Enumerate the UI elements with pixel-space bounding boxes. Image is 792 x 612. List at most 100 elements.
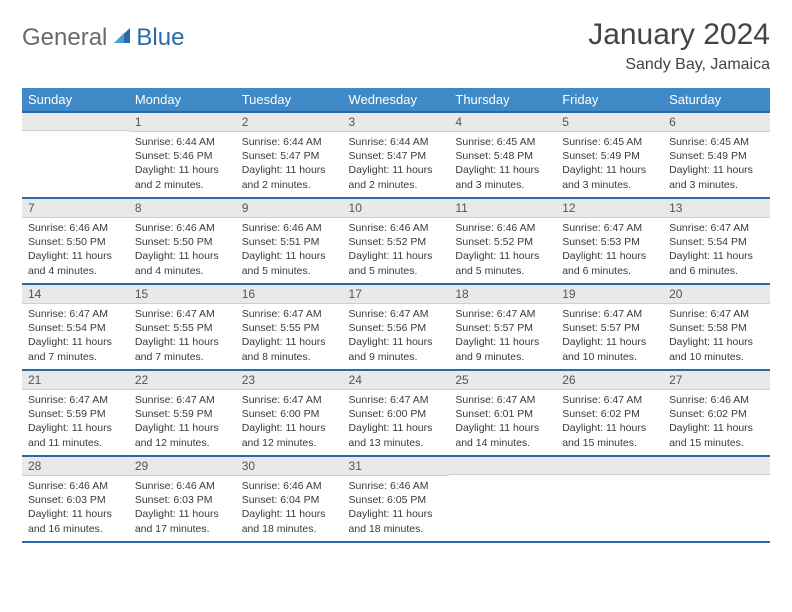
day-number: 12 xyxy=(556,199,663,218)
location-label: Sandy Bay, Jamaica xyxy=(588,56,770,74)
sunrise-line: Sunrise: 6:47 AM xyxy=(669,221,764,235)
sunrise-line: Sunrise: 6:47 AM xyxy=(562,221,657,235)
calendar-day-cell: 18Sunrise: 6:47 AMSunset: 5:57 PMDayligh… xyxy=(449,284,556,370)
day-number: 3 xyxy=(343,113,450,132)
sunset-line: Sunset: 5:50 PM xyxy=(28,235,123,249)
day-content: Sunrise: 6:46 AMSunset: 5:50 PMDaylight:… xyxy=(22,218,129,282)
sunrise-line: Sunrise: 6:44 AM xyxy=(349,135,444,149)
calendar-day-cell: 19Sunrise: 6:47 AMSunset: 5:57 PMDayligh… xyxy=(556,284,663,370)
day-number: 17 xyxy=(343,285,450,304)
day-content: Sunrise: 6:46 AMSunset: 5:51 PMDaylight:… xyxy=(236,218,343,282)
day-content: Sunrise: 6:47 AMSunset: 5:59 PMDaylight:… xyxy=(22,390,129,454)
calendar-table: Sunday Monday Tuesday Wednesday Thursday… xyxy=(22,88,770,543)
sunset-line: Sunset: 5:54 PM xyxy=(28,321,123,335)
weekday-saturday: Saturday xyxy=(663,88,770,112)
day-content: Sunrise: 6:47 AMSunset: 5:58 PMDaylight:… xyxy=(663,304,770,368)
sunrise-line: Sunrise: 6:47 AM xyxy=(28,307,123,321)
day-content: Sunrise: 6:46 AMSunset: 5:52 PMDaylight:… xyxy=(449,218,556,282)
calendar-day-cell: 4Sunrise: 6:45 AMSunset: 5:48 PMDaylight… xyxy=(449,112,556,198)
calendar-day-cell: 11Sunrise: 6:46 AMSunset: 5:52 PMDayligh… xyxy=(449,198,556,284)
sunset-line: Sunset: 5:59 PM xyxy=(135,407,230,421)
calendar-day-cell: 20Sunrise: 6:47 AMSunset: 5:58 PMDayligh… xyxy=(663,284,770,370)
day-content: Sunrise: 6:47 AMSunset: 6:02 PMDaylight:… xyxy=(556,390,663,454)
sunrise-line: Sunrise: 6:47 AM xyxy=(455,393,550,407)
day-content: Sunrise: 6:47 AMSunset: 5:55 PMDaylight:… xyxy=(129,304,236,368)
sunrise-line: Sunrise: 6:47 AM xyxy=(242,307,337,321)
day-content: Sunrise: 6:46 AMSunset: 5:52 PMDaylight:… xyxy=(343,218,450,282)
day-number: 16 xyxy=(236,285,343,304)
day-number: 18 xyxy=(449,285,556,304)
sunset-line: Sunset: 5:47 PM xyxy=(242,149,337,163)
day-content: Sunrise: 6:47 AMSunset: 5:54 PMDaylight:… xyxy=(22,304,129,368)
sunset-line: Sunset: 5:52 PM xyxy=(455,235,550,249)
sunrise-line: Sunrise: 6:45 AM xyxy=(669,135,764,149)
daylight-line: Daylight: 11 hours and 3 minutes. xyxy=(562,163,657,191)
day-number-blank xyxy=(22,113,129,131)
sunrise-line: Sunrise: 6:44 AM xyxy=(242,135,337,149)
day-content: Sunrise: 6:46 AMSunset: 6:04 PMDaylight:… xyxy=(236,476,343,540)
day-number: 30 xyxy=(236,457,343,476)
daylight-line: Daylight: 11 hours and 13 minutes. xyxy=(349,421,444,449)
header: General Blue January 2024 Sandy Bay, Jam… xyxy=(22,18,770,74)
day-content: Sunrise: 6:47 AMSunset: 5:55 PMDaylight:… xyxy=(236,304,343,368)
daylight-line: Daylight: 11 hours and 11 minutes. xyxy=(28,421,123,449)
day-content: Sunrise: 6:47 AMSunset: 6:00 PMDaylight:… xyxy=(236,390,343,454)
daylight-line: Daylight: 11 hours and 18 minutes. xyxy=(242,507,337,535)
day-content: Sunrise: 6:47 AMSunset: 5:54 PMDaylight:… xyxy=(663,218,770,282)
title-block: January 2024 Sandy Bay, Jamaica xyxy=(588,18,770,74)
day-number: 27 xyxy=(663,371,770,390)
sunset-line: Sunset: 6:02 PM xyxy=(562,407,657,421)
sunrise-line: Sunrise: 6:46 AM xyxy=(455,221,550,235)
sunset-line: Sunset: 5:55 PM xyxy=(135,321,230,335)
day-content: Sunrise: 6:46 AMSunset: 6:02 PMDaylight:… xyxy=(663,390,770,454)
daylight-line: Daylight: 11 hours and 6 minutes. xyxy=(562,249,657,277)
weekday-thursday: Thursday xyxy=(449,88,556,112)
daylight-line: Daylight: 11 hours and 10 minutes. xyxy=(669,335,764,363)
sunrise-line: Sunrise: 6:46 AM xyxy=(669,393,764,407)
day-content: Sunrise: 6:44 AMSunset: 5:47 PMDaylight:… xyxy=(343,132,450,196)
day-number: 15 xyxy=(129,285,236,304)
daylight-line: Daylight: 11 hours and 5 minutes. xyxy=(242,249,337,277)
daylight-line: Daylight: 11 hours and 4 minutes. xyxy=(28,249,123,277)
sunset-line: Sunset: 5:46 PM xyxy=(135,149,230,163)
day-content: Sunrise: 6:47 AMSunset: 6:01 PMDaylight:… xyxy=(449,390,556,454)
daylight-line: Daylight: 11 hours and 5 minutes. xyxy=(455,249,550,277)
calendar-week-row: 7Sunrise: 6:46 AMSunset: 5:50 PMDaylight… xyxy=(22,198,770,284)
day-content: Sunrise: 6:46 AMSunset: 6:03 PMDaylight:… xyxy=(22,476,129,540)
day-number: 10 xyxy=(343,199,450,218)
day-number: 1 xyxy=(129,113,236,132)
calendar-day-cell: 9Sunrise: 6:46 AMSunset: 5:51 PMDaylight… xyxy=(236,198,343,284)
daylight-line: Daylight: 11 hours and 7 minutes. xyxy=(135,335,230,363)
sunset-line: Sunset: 6:04 PM xyxy=(242,493,337,507)
sunset-line: Sunset: 5:55 PM xyxy=(242,321,337,335)
weekday-row: Sunday Monday Tuesday Wednesday Thursday… xyxy=(22,88,770,112)
daylight-line: Daylight: 11 hours and 5 minutes. xyxy=(349,249,444,277)
day-number: 7 xyxy=(22,199,129,218)
day-content: Sunrise: 6:46 AMSunset: 6:03 PMDaylight:… xyxy=(129,476,236,540)
calendar-day-cell: 3Sunrise: 6:44 AMSunset: 5:47 PMDaylight… xyxy=(343,112,450,198)
day-content: Sunrise: 6:47 AMSunset: 5:59 PMDaylight:… xyxy=(129,390,236,454)
day-content: Sunrise: 6:44 AMSunset: 5:47 PMDaylight:… xyxy=(236,132,343,196)
sunset-line: Sunset: 5:57 PM xyxy=(455,321,550,335)
day-number: 19 xyxy=(556,285,663,304)
day-number: 6 xyxy=(663,113,770,132)
calendar-page: General Blue January 2024 Sandy Bay, Jam… xyxy=(0,0,792,561)
calendar-day-cell: 16Sunrise: 6:47 AMSunset: 5:55 PMDayligh… xyxy=(236,284,343,370)
day-number-blank xyxy=(556,457,663,475)
sunrise-line: Sunrise: 6:47 AM xyxy=(562,393,657,407)
weekday-sunday: Sunday xyxy=(22,88,129,112)
sunrise-line: Sunrise: 6:47 AM xyxy=(349,307,444,321)
day-number: 31 xyxy=(343,457,450,476)
sunrise-line: Sunrise: 6:44 AM xyxy=(135,135,230,149)
sunset-line: Sunset: 6:03 PM xyxy=(135,493,230,507)
daylight-line: Daylight: 11 hours and 18 minutes. xyxy=(349,507,444,535)
day-content: Sunrise: 6:47 AMSunset: 5:57 PMDaylight:… xyxy=(449,304,556,368)
day-content: Sunrise: 6:47 AMSunset: 5:53 PMDaylight:… xyxy=(556,218,663,282)
daylight-line: Daylight: 11 hours and 12 minutes. xyxy=(135,421,230,449)
daylight-line: Daylight: 11 hours and 6 minutes. xyxy=(669,249,764,277)
calendar-day-cell: 1Sunrise: 6:44 AMSunset: 5:46 PMDaylight… xyxy=(129,112,236,198)
daylight-line: Daylight: 11 hours and 8 minutes. xyxy=(242,335,337,363)
calendar-day-cell: 31Sunrise: 6:46 AMSunset: 6:05 PMDayligh… xyxy=(343,456,450,542)
daylight-line: Daylight: 11 hours and 9 minutes. xyxy=(455,335,550,363)
calendar-head: Sunday Monday Tuesday Wednesday Thursday… xyxy=(22,88,770,112)
